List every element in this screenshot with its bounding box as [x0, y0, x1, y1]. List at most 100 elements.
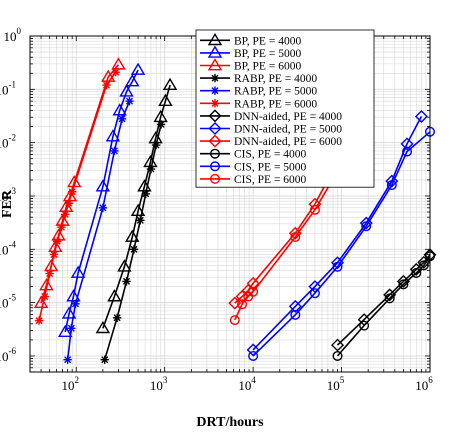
data-point: [331, 338, 345, 352]
data-point: [40, 292, 49, 301]
x-axis-label: DRT/hours: [196, 415, 264, 430]
legend-marker: [210, 73, 220, 83]
data-point: [125, 74, 140, 87]
data-point: [129, 245, 139, 254]
data-point: [95, 320, 111, 334]
legend-item: CIS, PE = 6000: [200, 173, 307, 186]
data-point: [119, 84, 134, 97]
legend-marker: [208, 109, 222, 123]
data-point: [402, 146, 413, 157]
data-point: [248, 286, 259, 297]
legend-label: DNN-aided, PE = 5000: [234, 124, 342, 136]
data-point: [396, 274, 410, 288]
data-point: [290, 232, 301, 243]
legend-item: RABP, PE = 4000: [200, 73, 317, 85]
legend-marker: [209, 173, 220, 184]
data-point: [290, 309, 301, 320]
legend-item: CIS, PE = 5000: [200, 161, 307, 173]
legend-item: DNN-aided, PE = 5000: [200, 122, 342, 136]
legend-label: BP, PE = 6000: [234, 61, 301, 73]
data-point: [110, 146, 119, 156]
data-point: [71, 299, 80, 309]
data-point: [414, 109, 428, 123]
data-point: [309, 288, 320, 299]
data-point: [49, 250, 59, 259]
data-point: [105, 129, 121, 142]
legend-label: RABP, PE = 6000: [234, 98, 317, 110]
series-line: [252, 116, 423, 351]
data-point: [111, 67, 120, 77]
legend-item: DNN-aided, PE = 4000: [200, 109, 342, 123]
data-point: [386, 180, 397, 191]
legend-label: RABP, PE = 5000: [234, 86, 317, 98]
data-point: [98, 203, 108, 213]
data-point: [112, 103, 127, 116]
data-point: [162, 77, 178, 91]
series-line: [102, 84, 171, 329]
series-layer: [33, 57, 437, 364]
series-line: [64, 69, 139, 333]
legend-marker: [208, 122, 222, 135]
legend-label: CIS, PE = 4000: [234, 149, 307, 161]
data-point: [102, 80, 111, 90]
data-point: [146, 164, 156, 174]
legend-marker: [210, 86, 220, 95]
data-point: [57, 222, 66, 232]
data-point: [112, 313, 122, 322]
data-point: [60, 210, 70, 219]
data-point: [125, 229, 140, 242]
data-point: [117, 114, 127, 124]
data-point: [34, 316, 44, 325]
legend-item: CIS, PE = 4000: [200, 148, 307, 161]
ticks: [29, 35, 431, 373]
data-point: [117, 259, 132, 272]
series-line: [234, 102, 369, 304]
data-point: [61, 306, 77, 319]
data-point: [384, 293, 395, 304]
data-point: [361, 221, 372, 232]
legend-item: BP, PE = 4000: [200, 32, 301, 47]
legend-marker: [208, 134, 222, 148]
data-point: [383, 288, 397, 302]
data-point: [411, 267, 422, 278]
data-point: [332, 261, 343, 272]
legend-marker: [210, 99, 220, 108]
data-point: [156, 120, 166, 129]
y-axis-label: FER: [0, 189, 15, 218]
data-point: [359, 320, 370, 331]
series-11: [248, 126, 436, 361]
data-point: [70, 265, 86, 278]
data-point: [237, 299, 248, 310]
data-point: [63, 355, 72, 364]
series-line: [336, 254, 431, 346]
data-point: [141, 189, 150, 198]
legend-label: RABP, PE = 4000: [234, 73, 317, 85]
data-point: [67, 187, 77, 196]
data-point: [67, 324, 76, 333]
series-line: [234, 119, 369, 321]
legend-label: CIS, PE = 6000: [234, 174, 307, 186]
data-point: [130, 62, 146, 75]
data-point: [130, 203, 146, 217]
data-point: [229, 315, 240, 326]
data-point: [64, 199, 73, 208]
legend-marker: [207, 32, 223, 46]
data-point: [385, 174, 399, 188]
legend-marker: [207, 45, 223, 58]
data-point: [288, 299, 302, 313]
data-point: [151, 140, 161, 150]
legend-label: DNN-aided, PE = 4000: [234, 111, 342, 123]
data-point: [45, 269, 54, 278]
data-point: [235, 290, 249, 304]
data-point: [246, 276, 260, 290]
data-point: [309, 204, 320, 215]
data-point: [107, 289, 122, 302]
legend-item: DNN-aided, PE = 6000: [200, 134, 342, 148]
legend-marker: [209, 161, 220, 172]
series-5: [63, 96, 134, 364]
legend-item: BP, PE = 6000: [200, 58, 301, 73]
series-4: [100, 120, 166, 364]
legend-marker: [207, 58, 223, 71]
legend-item: RABP, PE = 5000: [200, 86, 317, 98]
